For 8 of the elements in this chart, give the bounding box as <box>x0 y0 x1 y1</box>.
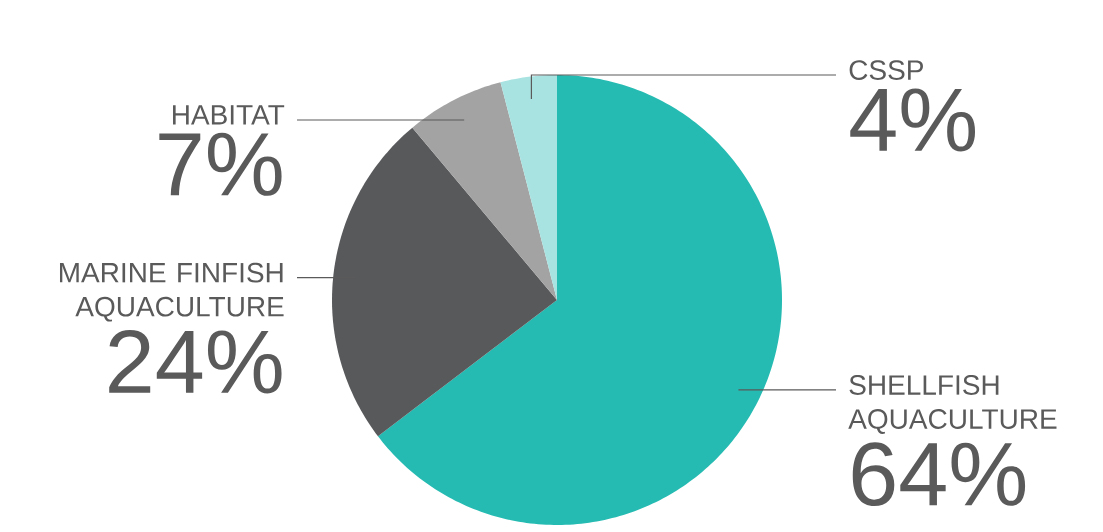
slice-label: HABITAT <box>173 105 285 125</box>
slice-label: CSSP <box>849 60 923 81</box>
slice-label: MARINE FINFISH AQUACULTURE <box>59 262 284 322</box>
data-label: 24% <box>109 330 282 394</box>
data-label: 64% <box>852 442 1026 507</box>
slice-label: SHELLFISH AQUACULTURE <box>848 375 1057 434</box>
data-label: 7% <box>159 132 282 196</box>
data-label: 4% <box>850 88 976 152</box>
